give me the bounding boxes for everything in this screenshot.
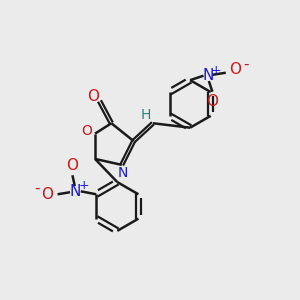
Text: O: O: [88, 89, 100, 104]
Text: N: N: [202, 68, 214, 83]
Text: O: O: [81, 124, 92, 138]
Text: +: +: [78, 179, 89, 193]
Text: N: N: [70, 184, 81, 199]
Text: +: +: [211, 64, 222, 77]
Text: O: O: [230, 62, 242, 77]
Text: O: O: [66, 158, 78, 173]
Text: O: O: [41, 187, 53, 202]
Text: -: -: [243, 56, 249, 71]
Text: H: H: [140, 108, 151, 122]
Text: N: N: [118, 166, 128, 180]
Text: O: O: [206, 94, 218, 109]
Text: -: -: [34, 181, 40, 196]
